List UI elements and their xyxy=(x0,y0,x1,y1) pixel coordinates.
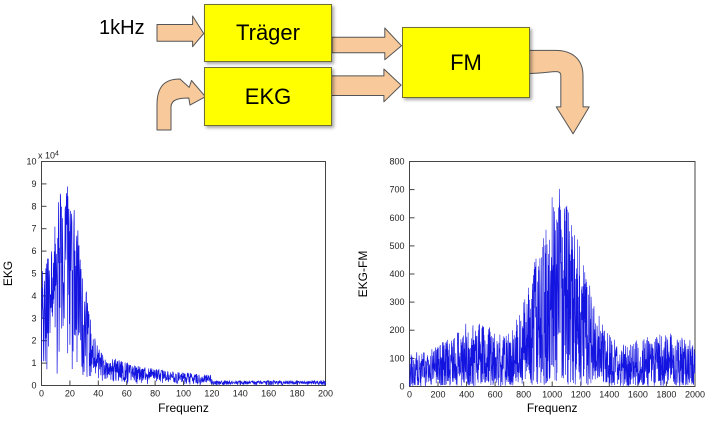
svg-text:1600: 1600 xyxy=(628,390,648,400)
svg-text:1: 1 xyxy=(31,358,36,368)
svg-text:0: 0 xyxy=(31,381,36,391)
svg-text:EKG: EKG xyxy=(1,261,15,286)
svg-text:600: 600 xyxy=(389,213,404,223)
svg-text:Frequenz: Frequenz xyxy=(158,401,209,415)
svg-text:300: 300 xyxy=(389,297,404,307)
svg-text:100: 100 xyxy=(176,389,191,399)
svg-text:140: 140 xyxy=(233,389,248,399)
svg-text:0: 0 xyxy=(39,389,44,399)
svg-text:1800: 1800 xyxy=(656,390,676,400)
svg-text:1200: 1200 xyxy=(571,390,591,400)
svg-text:100: 100 xyxy=(389,353,404,363)
svg-text:EKG-FM: EKG-FM xyxy=(356,251,370,298)
svg-text:2: 2 xyxy=(31,336,36,346)
svg-text:400: 400 xyxy=(389,269,404,279)
svg-text:80: 80 xyxy=(150,389,160,399)
svg-text:600: 600 xyxy=(488,390,503,400)
svg-text:200: 200 xyxy=(389,325,404,335)
svg-text:0: 0 xyxy=(399,382,404,392)
svg-text:1400: 1400 xyxy=(599,390,619,400)
svg-text:400: 400 xyxy=(459,390,474,400)
svg-text:200: 200 xyxy=(430,390,445,400)
svg-text:0: 0 xyxy=(407,390,412,400)
svg-text:200: 200 xyxy=(318,389,333,399)
svg-text:10: 10 xyxy=(26,157,36,167)
svg-text:2000: 2000 xyxy=(685,390,705,400)
svg-text:180: 180 xyxy=(290,389,305,399)
svg-text:160: 160 xyxy=(261,389,276,399)
svg-text:120: 120 xyxy=(204,389,219,399)
svg-text:5: 5 xyxy=(31,269,36,279)
svg-text:20: 20 xyxy=(65,389,75,399)
svg-text:6: 6 xyxy=(31,246,36,256)
svg-text:800: 800 xyxy=(516,390,531,400)
svg-text:Frequenz: Frequenz xyxy=(527,401,578,415)
svg-text:700: 700 xyxy=(389,185,404,195)
svg-text:40: 40 xyxy=(93,389,103,399)
svg-text:60: 60 xyxy=(122,389,132,399)
svg-text:3: 3 xyxy=(31,313,36,323)
svg-text:x 104: x 104 xyxy=(38,150,59,161)
svg-text:500: 500 xyxy=(389,241,404,251)
svg-text:7: 7 xyxy=(31,224,36,234)
svg-text:1000: 1000 xyxy=(542,390,562,400)
svg-text:800: 800 xyxy=(389,157,404,167)
svg-text:4: 4 xyxy=(31,291,36,301)
svg-text:9: 9 xyxy=(31,179,36,189)
svg-text:8: 8 xyxy=(31,201,36,211)
